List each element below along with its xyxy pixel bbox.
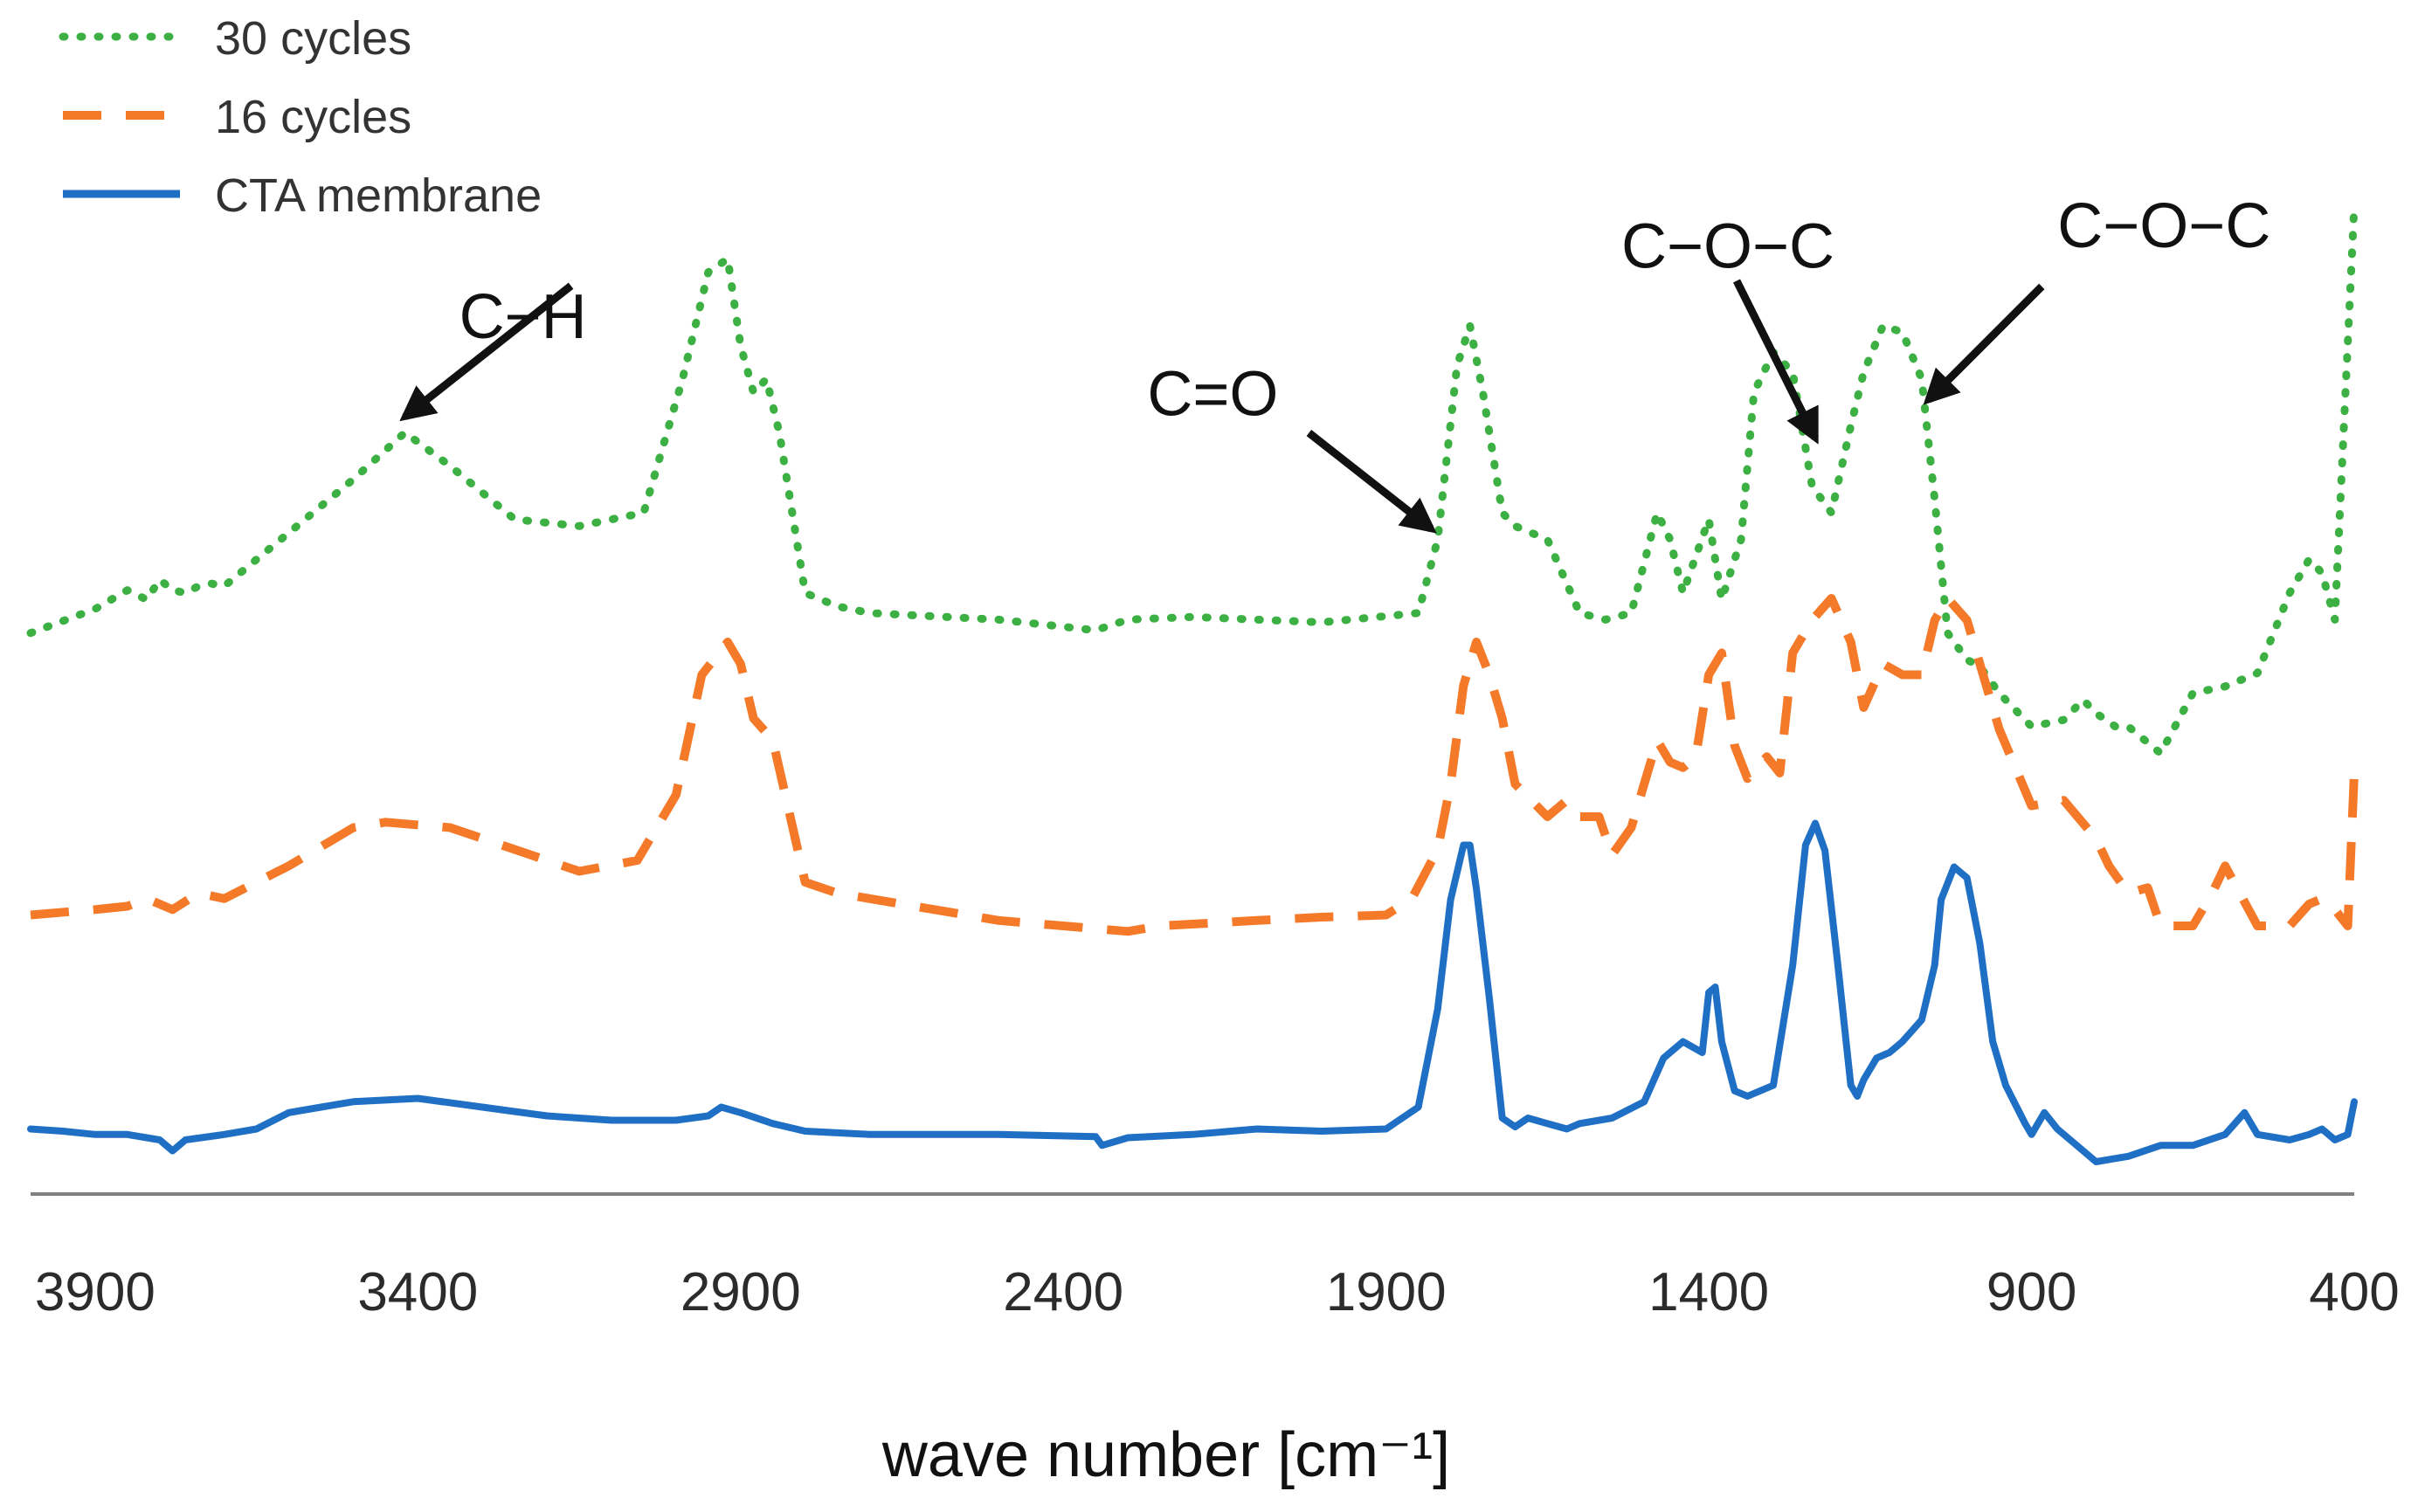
annotation-arrow xyxy=(1923,283,2045,405)
annotation-arrow xyxy=(1306,430,1437,534)
series-layer xyxy=(26,201,2359,1165)
annotation-arrow xyxy=(1732,279,1820,445)
legend-item-16-cycles: 16 cycles xyxy=(63,91,411,143)
legend-label-16-cycles: 16 cycles xyxy=(215,91,411,143)
legend-label-cta-membrane: CTA membrane xyxy=(215,169,542,222)
annotation-label: C−O−C xyxy=(2057,191,2270,261)
annotation-arrow xyxy=(399,282,574,422)
x-tick-label: 900 xyxy=(1986,1262,2076,1322)
x-tick-label: 2900 xyxy=(681,1262,801,1322)
series-line-cta-membrane xyxy=(27,819,2358,1165)
legend-item-cta-membrane: CTA membrane xyxy=(63,169,542,222)
x-tick-label: 1400 xyxy=(1648,1262,1769,1322)
legend-label-30-cycles: 30 cycles xyxy=(215,12,411,65)
annotation-label: C−O−C xyxy=(1621,212,1834,282)
annotations: C−H C=O C−O−C C−O−C xyxy=(399,191,2270,534)
annotation-label: C−H xyxy=(459,282,587,352)
legend: 30 cycles 16 cycles CTA membrane xyxy=(59,12,542,222)
x-tick-label: 3400 xyxy=(357,1262,478,1322)
series-line-16-cycles xyxy=(30,594,2359,936)
legend-item-30-cycles: 30 cycles xyxy=(59,12,411,65)
x-axis-title: wave number [cm⁻¹] xyxy=(881,1420,1450,1490)
x-tick-label: 2400 xyxy=(1003,1262,1123,1322)
x-tick-label: 3900 xyxy=(35,1262,155,1322)
x-tick-label: 400 xyxy=(2309,1262,2399,1322)
x-tick-label: 1900 xyxy=(1326,1262,1447,1322)
x-axis-ticks: 3900 3400 2900 2400 1900 1400 900 400 xyxy=(35,1262,2400,1322)
series-line-30-cycles xyxy=(26,201,2359,757)
annotation-label: C=O xyxy=(1147,360,1278,430)
